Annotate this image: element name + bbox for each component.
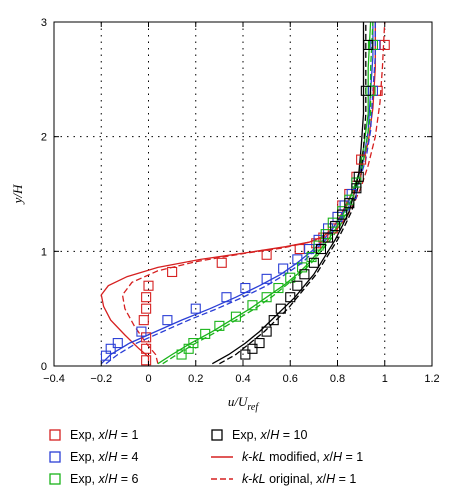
data-point-x10 bbox=[315, 243, 327, 255]
model-curve-x6-solid bbox=[157, 21, 372, 365]
data-point-x10 bbox=[240, 349, 251, 360]
data-point-x6 bbox=[320, 229, 331, 240]
legend-item: k-kL original, x/H = 1 bbox=[210, 470, 356, 488]
chart: −0.4 −0.2 0 0.2 0.4 0.6 0.8 1 1.2 0 1 2 3 u/Uref y/H bbox=[10, 17, 440, 413]
data-point-x6 bbox=[214, 320, 225, 331]
data-point-x1 bbox=[141, 355, 152, 366]
model-curve-x10-dashed bbox=[219, 22, 367, 365]
legend-item: Exp, x/H = 6 bbox=[48, 470, 138, 488]
data-point-x6 bbox=[285, 272, 296, 283]
legend-label: k-kL original, x/H = 1 bbox=[242, 472, 357, 486]
y-tick-label: 2 bbox=[41, 132, 47, 144]
data-point-x4 bbox=[221, 292, 232, 303]
data-point-x6 bbox=[188, 338, 199, 349]
data-point-x10 bbox=[353, 171, 364, 182]
data-point-x10 bbox=[344, 198, 355, 209]
data-point-x6 bbox=[313, 240, 324, 251]
data-point-x1 bbox=[141, 303, 152, 314]
data-point-x10 bbox=[299, 269, 310, 280]
data-point-x4 bbox=[240, 282, 251, 294]
data-point-x4 bbox=[112, 338, 123, 349]
legend-label: k-kL modified, x/H = 1 bbox=[242, 450, 364, 464]
legend-square-marker bbox=[49, 429, 61, 441]
model-curves bbox=[100, 21, 386, 365]
legend-item: Exp, x/H = 1 bbox=[48, 426, 138, 444]
data-point-x6 bbox=[273, 282, 284, 294]
data-point-x1 bbox=[356, 154, 367, 165]
y-tick-label: 1 bbox=[41, 246, 47, 258]
data-point-x10 bbox=[308, 257, 319, 268]
data-point-x1 bbox=[138, 315, 149, 326]
legend-item: Exp, x/H = 4 bbox=[48, 448, 138, 466]
x-tick-label: 0.4 bbox=[235, 373, 250, 385]
data-point-x6 bbox=[261, 292, 272, 303]
legend-square-marker bbox=[49, 473, 61, 485]
data-point-x10 bbox=[268, 315, 279, 326]
data-point-x4 bbox=[105, 343, 116, 354]
data-point-x6 bbox=[306, 252, 317, 263]
data-point-x1 bbox=[143, 280, 154, 291]
data-point-x6 bbox=[230, 311, 241, 322]
data-point-x10 bbox=[351, 183, 362, 194]
x-tick-label: −0.2 bbox=[90, 373, 112, 385]
data-point-x10 bbox=[247, 343, 258, 354]
data-point-x4 bbox=[190, 303, 201, 314]
data-point-x10 bbox=[254, 338, 265, 349]
data-point-x6 bbox=[297, 262, 308, 273]
data-point-x6 bbox=[351, 177, 362, 188]
data-point-x6 bbox=[247, 300, 258, 311]
data-point-x10 bbox=[337, 209, 348, 220]
x-tick-label: −0.4 bbox=[43, 373, 65, 385]
x-tick-label: 0.6 bbox=[283, 373, 298, 385]
x-tick-label: 1 bbox=[382, 373, 388, 385]
experimental-markers bbox=[100, 39, 390, 366]
legend-label: Exp, x/H = 6 bbox=[70, 472, 139, 486]
x-tick-label: 0.8 bbox=[330, 373, 345, 385]
legend-square-marker bbox=[49, 451, 61, 463]
legend-label: Exp, x/H = 4 bbox=[70, 450, 139, 464]
data-point-x4 bbox=[136, 326, 147, 337]
data-point-x1 bbox=[141, 292, 152, 303]
data-point-x10 bbox=[285, 292, 296, 303]
data-point-x10 bbox=[261, 326, 272, 337]
legend-item: k-kL modified, x/H = 1 bbox=[210, 448, 363, 466]
y-tick-label: 3 bbox=[41, 17, 47, 29]
model-curve-x10-solid bbox=[211, 22, 365, 365]
legend-line-swatch bbox=[211, 456, 233, 458]
data-point-x10 bbox=[292, 280, 303, 291]
x-tick-label: 0.2 bbox=[188, 373, 203, 385]
data-point-x4 bbox=[162, 315, 173, 326]
y-tick-label: 0 bbox=[41, 361, 47, 373]
grid-lines bbox=[54, 22, 432, 366]
x-tick-label: 1.2 bbox=[424, 373, 439, 385]
legend-square-marker bbox=[211, 429, 223, 441]
data-point-x1 bbox=[141, 343, 152, 354]
data-point-x1 bbox=[294, 243, 305, 255]
data-point-x1 bbox=[216, 257, 227, 268]
x-axis-label-subscript: ref bbox=[247, 402, 259, 413]
legend: Exp, x/H = 1 Exp, x/H = 10 Exp, x/H = 4 k-k… bbox=[48, 426, 448, 496]
legend-label: Exp, x/H = 1 bbox=[70, 428, 139, 442]
data-point-x6 bbox=[200, 328, 211, 339]
legend-label: Exp, x/H = 10 bbox=[232, 428, 308, 442]
data-point-x10 bbox=[363, 39, 374, 50]
data-point-x10 bbox=[275, 303, 286, 314]
data-point-x6 bbox=[327, 217, 338, 228]
data-point-x6 bbox=[176, 349, 187, 360]
data-point-x4 bbox=[278, 263, 289, 274]
data-point-x1 bbox=[167, 266, 178, 278]
model-curve-x1-dashed bbox=[121, 21, 386, 364]
data-point-x10 bbox=[322, 232, 334, 243]
data-point-x10 bbox=[330, 221, 341, 232]
legend-line-swatch bbox=[211, 478, 233, 480]
y-axis-label: y/H bbox=[10, 184, 25, 205]
x-tick-label: 0 bbox=[145, 373, 151, 385]
axis-ticks: −0.4 −0.2 0 0.2 0.4 0.6 0.8 1 1.2 0 1 2 3 bbox=[41, 17, 440, 385]
model-curve-x6-dashed bbox=[162, 21, 374, 365]
legend-item: Exp, x/H = 10 bbox=[210, 426, 307, 444]
data-point-x4 bbox=[261, 273, 272, 284]
x-axis-label: u/Uref bbox=[228, 394, 259, 413]
data-point-x10 bbox=[360, 85, 371, 96]
data-point-x1 bbox=[261, 249, 272, 260]
